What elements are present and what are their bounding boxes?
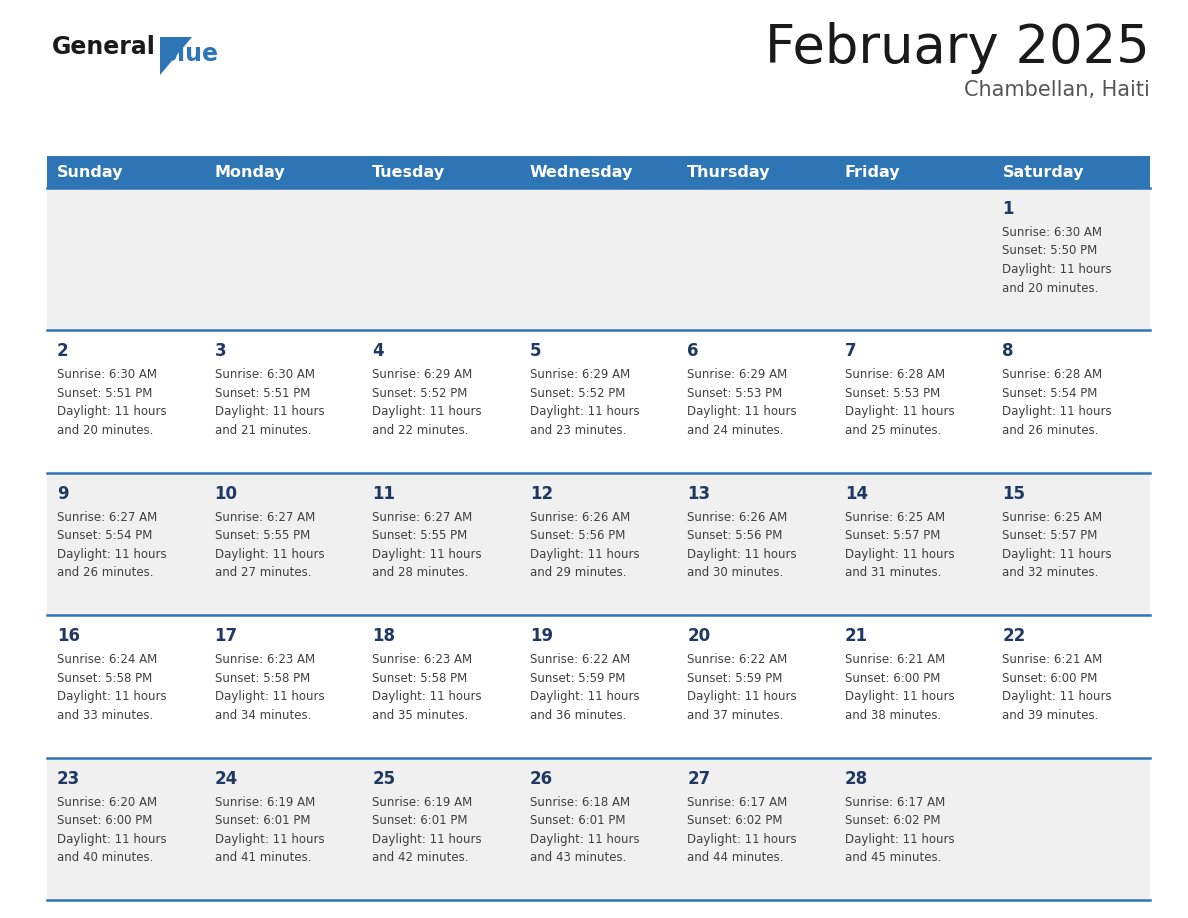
Text: 9: 9 bbox=[57, 485, 69, 503]
Text: Sunrise: 6:27 AM
Sunset: 5:55 PM
Daylight: 11 hours
and 27 minutes.: Sunrise: 6:27 AM Sunset: 5:55 PM Dayligh… bbox=[215, 510, 324, 579]
Text: 28: 28 bbox=[845, 769, 868, 788]
Bar bbox=[48, 757, 1150, 900]
Text: 2: 2 bbox=[57, 342, 69, 361]
Text: 27: 27 bbox=[688, 769, 710, 788]
Text: 15: 15 bbox=[1003, 485, 1025, 503]
Text: 12: 12 bbox=[530, 485, 552, 503]
Bar bbox=[48, 188, 1150, 330]
Text: 10: 10 bbox=[215, 485, 238, 503]
Text: Sunrise: 6:17 AM
Sunset: 6:02 PM
Daylight: 11 hours
and 45 minutes.: Sunrise: 6:17 AM Sunset: 6:02 PM Dayligh… bbox=[845, 796, 954, 864]
Text: Sunrise: 6:18 AM
Sunset: 6:01 PM
Daylight: 11 hours
and 43 minutes.: Sunrise: 6:18 AM Sunset: 6:01 PM Dayligh… bbox=[530, 796, 639, 864]
Text: Sunrise: 6:26 AM
Sunset: 5:56 PM
Daylight: 11 hours
and 30 minutes.: Sunrise: 6:26 AM Sunset: 5:56 PM Dayligh… bbox=[688, 510, 797, 579]
Text: Sunrise: 6:27 AM
Sunset: 5:54 PM
Daylight: 11 hours
and 26 minutes.: Sunrise: 6:27 AM Sunset: 5:54 PM Dayligh… bbox=[57, 510, 166, 579]
Text: 17: 17 bbox=[215, 627, 238, 645]
Text: Sunrise: 6:27 AM
Sunset: 5:55 PM
Daylight: 11 hours
and 28 minutes.: Sunrise: 6:27 AM Sunset: 5:55 PM Dayligh… bbox=[372, 510, 482, 579]
Text: 11: 11 bbox=[372, 485, 396, 503]
Text: Sunrise: 6:28 AM
Sunset: 5:53 PM
Daylight: 11 hours
and 25 minutes.: Sunrise: 6:28 AM Sunset: 5:53 PM Dayligh… bbox=[845, 368, 954, 437]
Text: 7: 7 bbox=[845, 342, 857, 361]
Text: Blue: Blue bbox=[160, 42, 219, 66]
Text: 23: 23 bbox=[57, 769, 81, 788]
Text: 18: 18 bbox=[372, 627, 396, 645]
Bar bbox=[48, 615, 1150, 757]
Text: Sunday: Sunday bbox=[57, 164, 124, 180]
Text: Sunrise: 6:30 AM
Sunset: 5:51 PM
Daylight: 11 hours
and 21 minutes.: Sunrise: 6:30 AM Sunset: 5:51 PM Dayligh… bbox=[215, 368, 324, 437]
Text: 13: 13 bbox=[688, 485, 710, 503]
Text: Thursday: Thursday bbox=[688, 164, 771, 180]
Text: Sunrise: 6:29 AM
Sunset: 5:52 PM
Daylight: 11 hours
and 23 minutes.: Sunrise: 6:29 AM Sunset: 5:52 PM Dayligh… bbox=[530, 368, 639, 437]
Text: 24: 24 bbox=[215, 769, 238, 788]
Text: 25: 25 bbox=[372, 769, 396, 788]
Text: Sunrise: 6:22 AM
Sunset: 5:59 PM
Daylight: 11 hours
and 36 minutes.: Sunrise: 6:22 AM Sunset: 5:59 PM Dayligh… bbox=[530, 654, 639, 722]
Text: 3: 3 bbox=[215, 342, 226, 361]
Text: Sunrise: 6:22 AM
Sunset: 5:59 PM
Daylight: 11 hours
and 37 minutes.: Sunrise: 6:22 AM Sunset: 5:59 PM Dayligh… bbox=[688, 654, 797, 722]
Text: Sunrise: 6:20 AM
Sunset: 6:00 PM
Daylight: 11 hours
and 40 minutes.: Sunrise: 6:20 AM Sunset: 6:00 PM Dayligh… bbox=[57, 796, 166, 864]
Text: 4: 4 bbox=[372, 342, 384, 361]
Text: 20: 20 bbox=[688, 627, 710, 645]
Text: Sunrise: 6:21 AM
Sunset: 6:00 PM
Daylight: 11 hours
and 38 minutes.: Sunrise: 6:21 AM Sunset: 6:00 PM Dayligh… bbox=[845, 654, 954, 722]
Text: Friday: Friday bbox=[845, 164, 901, 180]
Bar bbox=[48, 156, 1150, 188]
Text: Sunrise: 6:26 AM
Sunset: 5:56 PM
Daylight: 11 hours
and 29 minutes.: Sunrise: 6:26 AM Sunset: 5:56 PM Dayligh… bbox=[530, 510, 639, 579]
Text: 19: 19 bbox=[530, 627, 552, 645]
Text: Sunrise: 6:29 AM
Sunset: 5:53 PM
Daylight: 11 hours
and 24 minutes.: Sunrise: 6:29 AM Sunset: 5:53 PM Dayligh… bbox=[688, 368, 797, 437]
Text: Sunrise: 6:17 AM
Sunset: 6:02 PM
Daylight: 11 hours
and 44 minutes.: Sunrise: 6:17 AM Sunset: 6:02 PM Dayligh… bbox=[688, 796, 797, 864]
Text: February 2025: February 2025 bbox=[765, 22, 1150, 74]
Text: 8: 8 bbox=[1003, 342, 1013, 361]
Text: Sunrise: 6:19 AM
Sunset: 6:01 PM
Daylight: 11 hours
and 41 minutes.: Sunrise: 6:19 AM Sunset: 6:01 PM Dayligh… bbox=[215, 796, 324, 864]
Text: Sunrise: 6:24 AM
Sunset: 5:58 PM
Daylight: 11 hours
and 33 minutes.: Sunrise: 6:24 AM Sunset: 5:58 PM Dayligh… bbox=[57, 654, 166, 722]
Text: Monday: Monday bbox=[215, 164, 285, 180]
Bar bbox=[48, 330, 1150, 473]
Text: 16: 16 bbox=[57, 627, 80, 645]
Text: 26: 26 bbox=[530, 769, 552, 788]
Polygon shape bbox=[160, 37, 192, 75]
Text: Sunrise: 6:21 AM
Sunset: 6:00 PM
Daylight: 11 hours
and 39 minutes.: Sunrise: 6:21 AM Sunset: 6:00 PM Dayligh… bbox=[1003, 654, 1112, 722]
Text: Sunrise: 6:28 AM
Sunset: 5:54 PM
Daylight: 11 hours
and 26 minutes.: Sunrise: 6:28 AM Sunset: 5:54 PM Dayligh… bbox=[1003, 368, 1112, 437]
Text: Sunrise: 6:23 AM
Sunset: 5:58 PM
Daylight: 11 hours
and 35 minutes.: Sunrise: 6:23 AM Sunset: 5:58 PM Dayligh… bbox=[372, 654, 482, 722]
Text: Chambellan, Haiti: Chambellan, Haiti bbox=[965, 80, 1150, 100]
Bar bbox=[48, 473, 1150, 615]
Text: 6: 6 bbox=[688, 342, 699, 361]
Text: Sunrise: 6:25 AM
Sunset: 5:57 PM
Daylight: 11 hours
and 31 minutes.: Sunrise: 6:25 AM Sunset: 5:57 PM Dayligh… bbox=[845, 510, 954, 579]
Text: Sunrise: 6:29 AM
Sunset: 5:52 PM
Daylight: 11 hours
and 22 minutes.: Sunrise: 6:29 AM Sunset: 5:52 PM Dayligh… bbox=[372, 368, 482, 437]
Text: Sunrise: 6:23 AM
Sunset: 5:58 PM
Daylight: 11 hours
and 34 minutes.: Sunrise: 6:23 AM Sunset: 5:58 PM Dayligh… bbox=[215, 654, 324, 722]
Text: 21: 21 bbox=[845, 627, 868, 645]
Text: General: General bbox=[52, 35, 156, 59]
Text: Sunrise: 6:19 AM
Sunset: 6:01 PM
Daylight: 11 hours
and 42 minutes.: Sunrise: 6:19 AM Sunset: 6:01 PM Dayligh… bbox=[372, 796, 482, 864]
Text: Sunrise: 6:30 AM
Sunset: 5:51 PM
Daylight: 11 hours
and 20 minutes.: Sunrise: 6:30 AM Sunset: 5:51 PM Dayligh… bbox=[57, 368, 166, 437]
Text: Sunrise: 6:30 AM
Sunset: 5:50 PM
Daylight: 11 hours
and 20 minutes.: Sunrise: 6:30 AM Sunset: 5:50 PM Dayligh… bbox=[1003, 226, 1112, 295]
Text: 5: 5 bbox=[530, 342, 542, 361]
Text: Wednesday: Wednesday bbox=[530, 164, 633, 180]
Text: Sunrise: 6:25 AM
Sunset: 5:57 PM
Daylight: 11 hours
and 32 minutes.: Sunrise: 6:25 AM Sunset: 5:57 PM Dayligh… bbox=[1003, 510, 1112, 579]
Text: 22: 22 bbox=[1003, 627, 1025, 645]
Text: 1: 1 bbox=[1003, 200, 1013, 218]
Text: Saturday: Saturday bbox=[1003, 164, 1083, 180]
Text: Tuesday: Tuesday bbox=[372, 164, 446, 180]
Text: 14: 14 bbox=[845, 485, 868, 503]
